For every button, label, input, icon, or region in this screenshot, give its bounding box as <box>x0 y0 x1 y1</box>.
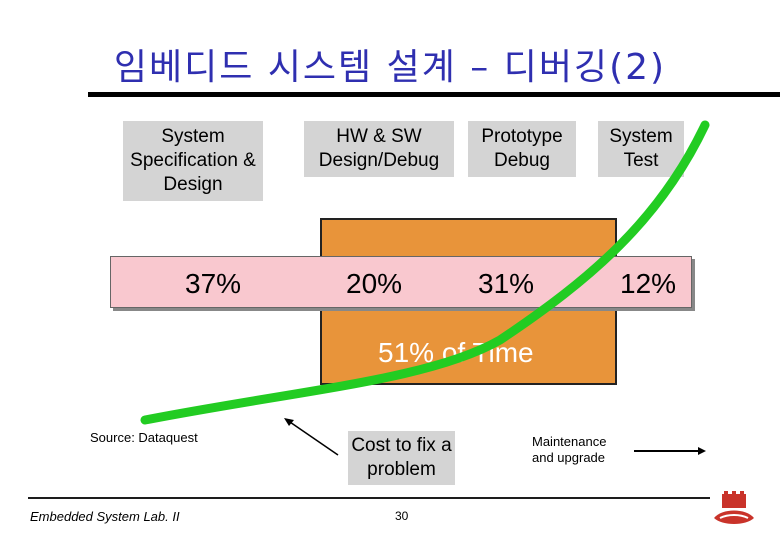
pct-system-test: 12% <box>620 268 677 299</box>
phase-box-prototype: Prototype Debug <box>468 121 576 177</box>
cost-curve <box>140 120 710 425</box>
pct-spec: 37% <box>185 268 242 299</box>
phase-box-spec: System Specification & Design <box>123 121 263 201</box>
maintenance-label: Maintenance and upgrade <box>532 434 607 465</box>
phase-box-system-test: System Test <box>598 121 684 177</box>
arrow-cost <box>286 419 339 456</box>
source-label: Source: Dataquest <box>90 430 198 445</box>
cost-box: Cost to fix a problem <box>348 431 455 485</box>
page-number: 30 <box>395 509 409 523</box>
title-rule <box>88 92 780 97</box>
page-title: 임베디드 시스템 설계 – 디버깅(2) <box>113 47 667 88</box>
arrow-maintenance-head <box>698 447 706 455</box>
pct-hwsw: 20% <box>346 268 403 299</box>
arrow-cost-head <box>284 418 294 426</box>
footer-rule <box>28 497 710 499</box>
pct-prototype: 31% <box>478 268 535 299</box>
footer-lab: Embedded System Lab. II <box>30 509 180 524</box>
logo-icon <box>710 490 758 528</box>
phase-box-hwsw: HW & SW Design/Debug <box>304 121 454 177</box>
